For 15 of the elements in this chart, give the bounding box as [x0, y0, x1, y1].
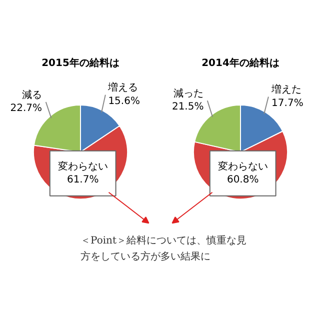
chart-title: 2014年の給料は	[202, 57, 280, 70]
data-label: 22.7%	[10, 103, 42, 114]
data-label: 17.7%	[272, 98, 304, 109]
text: ＜Point＞給料については、慎重な見方をしている方が多い結果に	[80, 234, 247, 262]
slice-label: 増える	[107, 82, 138, 94]
slice-label: 増えた	[270, 84, 302, 96]
data-label: 60.8%	[226, 174, 259, 186]
chart-title: 2015年の給料は	[42, 57, 120, 70]
data-label: 61.7%	[66, 174, 99, 186]
slice-label: 減る	[22, 88, 42, 101]
data-label: 21.5%	[172, 102, 204, 113]
slice-label: 変わらない	[218, 160, 268, 172]
slice-label: 変わらない	[58, 160, 108, 172]
data-label: 15.6%	[108, 96, 140, 107]
slice-label: 減った	[174, 88, 204, 100]
